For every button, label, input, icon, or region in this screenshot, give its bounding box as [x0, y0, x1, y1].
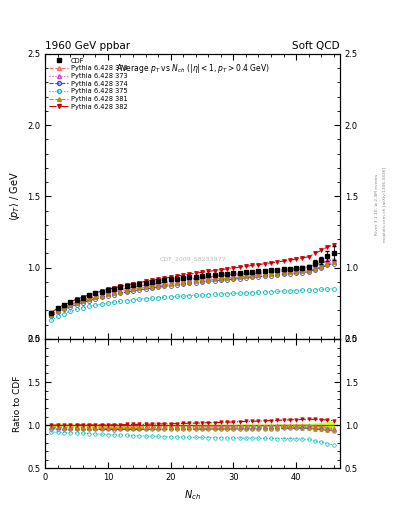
Text: 1960 GeV ppbar: 1960 GeV ppbar — [45, 41, 130, 51]
Legend: CDF, Pythia 6.428 370, Pythia 6.428 373, Pythia 6.428 374, Pythia 6.428 375, Pyt: CDF, Pythia 6.428 370, Pythia 6.428 373,… — [47, 56, 129, 112]
Text: CDF_2009_S8233977: CDF_2009_S8233977 — [159, 256, 226, 262]
Y-axis label: $\langle p_T \rangle$ / GeV: $\langle p_T \rangle$ / GeV — [7, 172, 22, 221]
Text: Rivet 3.1.10, ≥ 2.4M events: Rivet 3.1.10, ≥ 2.4M events — [375, 174, 379, 236]
Text: Soft QCD: Soft QCD — [292, 41, 340, 51]
X-axis label: $N_{ch}$: $N_{ch}$ — [184, 488, 201, 502]
Text: Average $p_T$ vs $N_{ch}$ ($|\eta| < 1, p_T > 0.4$ GeV): Average $p_T$ vs $N_{ch}$ ($|\eta| < 1, … — [116, 62, 270, 75]
Y-axis label: Ratio to CDF: Ratio to CDF — [13, 375, 22, 432]
Text: mcplots.cern.ch [arXiv:1306.3436]: mcplots.cern.ch [arXiv:1306.3436] — [383, 167, 387, 242]
